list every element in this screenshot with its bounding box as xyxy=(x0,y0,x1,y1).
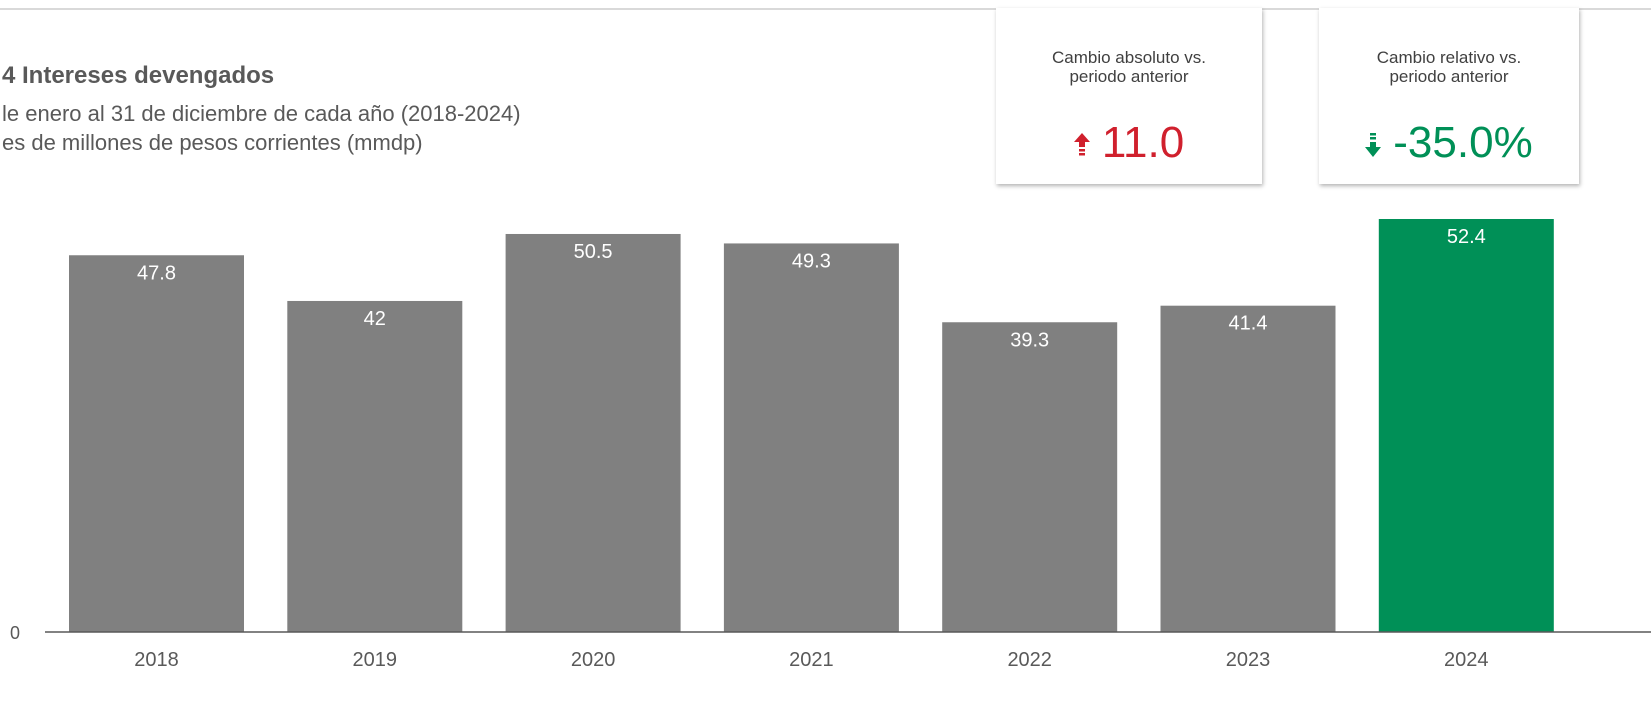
kpi-value-text: -35.0% xyxy=(1393,118,1533,167)
x-tick-label: 2018 xyxy=(134,649,179,671)
bar xyxy=(942,322,1118,632)
kpi-value: 11.0 xyxy=(996,118,1262,168)
chart-subtitle-units: es de millones de pesos corrientes (mmdp… xyxy=(2,130,423,155)
bar xyxy=(1160,305,1336,632)
x-tick-label: 2024 xyxy=(1444,649,1489,671)
bar-value-label: 39.3 xyxy=(1010,329,1049,351)
bar-value-label: 47.8 xyxy=(137,262,176,284)
kpi-label-line1: Cambio relativo vs. xyxy=(1376,48,1522,67)
x-tick-label: 2023 xyxy=(1226,649,1271,671)
bar-value-label: 41.4 xyxy=(1229,313,1268,335)
kpi-label-line2: periodo anterior xyxy=(1389,67,1509,86)
x-tick-label: 2021 xyxy=(789,649,834,671)
arrow-down-icon xyxy=(1365,133,1382,158)
kpi-label: Cambio relativo vs. periodo anterior xyxy=(1319,48,1579,86)
bar-value-label: 42 xyxy=(364,308,386,330)
x-tick-label: 2022 xyxy=(1007,649,1052,671)
bar xyxy=(69,255,244,632)
bar xyxy=(287,300,463,632)
bar xyxy=(1378,219,1554,632)
kpi-value-text: 11.0 xyxy=(1101,118,1185,167)
kpi-value: -35.0% xyxy=(1319,118,1579,168)
y-tick-label: 0 xyxy=(10,623,20,643)
kpi-card-absolute-change: Cambio absoluto vs. periodo anterior 11.… xyxy=(996,8,1262,184)
bar xyxy=(723,243,899,632)
bar-value-label: 50.5 xyxy=(574,241,613,263)
x-tick-label: 2019 xyxy=(353,649,398,671)
chart-subtitle-period: le enero al 31 de diciembre de cada año … xyxy=(2,101,521,126)
kpi-label-line1: Cambio absoluto vs. xyxy=(1051,48,1207,67)
kpi-card-relative-change: Cambio relativo vs. periodo anterior -35… xyxy=(1319,8,1579,184)
x-tick-label: 2020 xyxy=(571,649,616,671)
kpi-label-line2: periodo anterior xyxy=(1069,67,1189,86)
bar xyxy=(505,233,681,632)
arrow-up-icon xyxy=(1073,133,1090,156)
top-divider xyxy=(0,8,1651,10)
bar-value-label: 52.4 xyxy=(1447,226,1486,248)
chart-title: 4 Intereses devengados xyxy=(2,62,275,89)
bar-value-label: 49.3 xyxy=(792,250,831,272)
kpi-label: Cambio absoluto vs. periodo anterior xyxy=(996,48,1262,86)
